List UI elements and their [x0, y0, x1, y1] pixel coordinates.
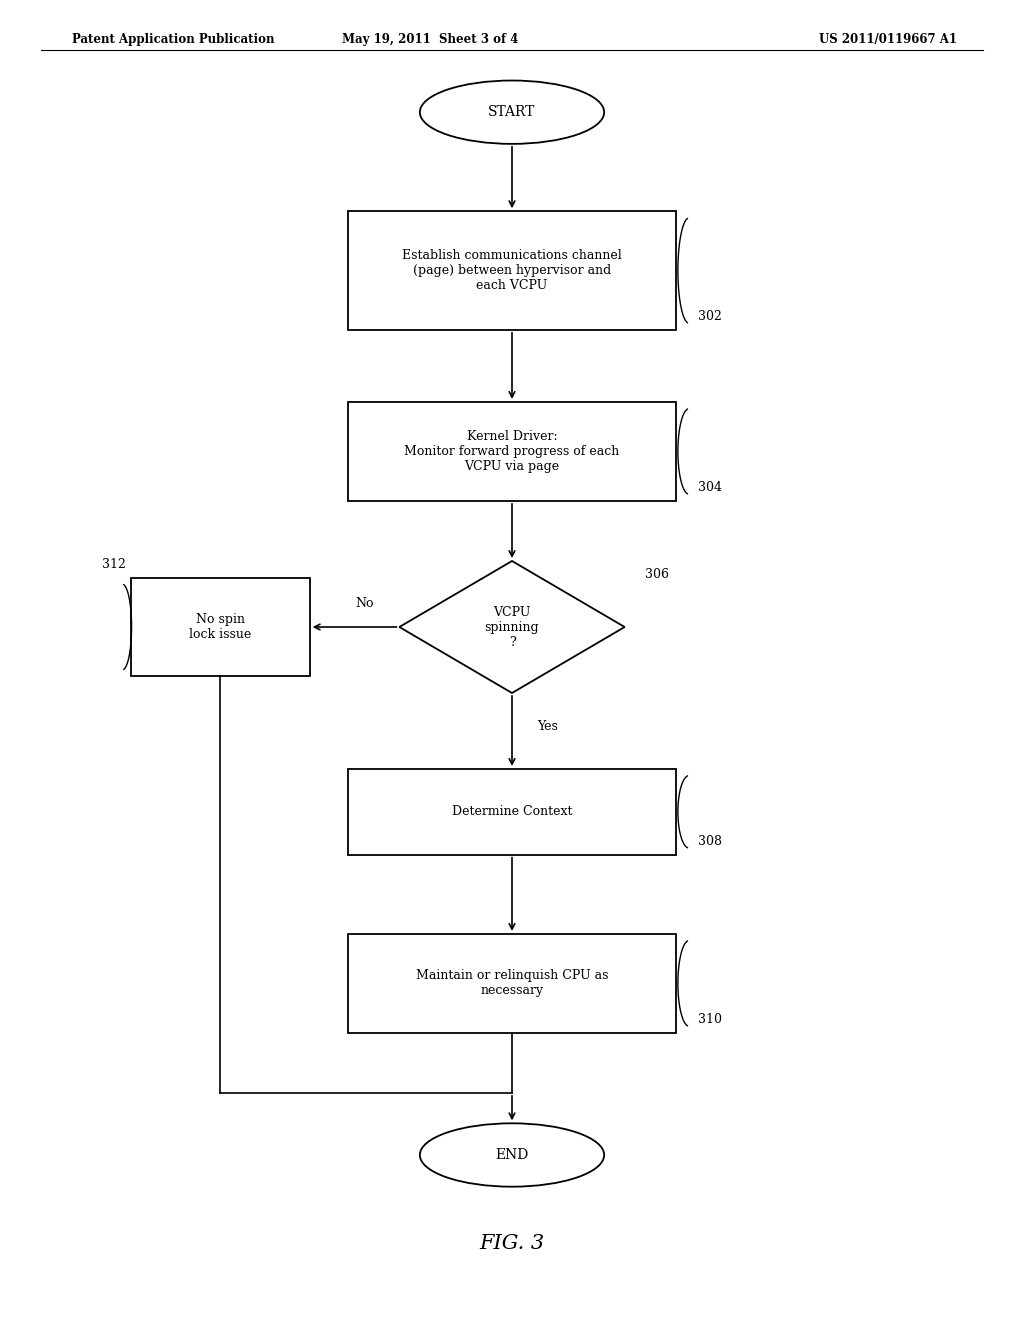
- Text: No: No: [355, 597, 374, 610]
- Text: Patent Application Publication: Patent Application Publication: [72, 33, 274, 46]
- Text: FIG. 3: FIG. 3: [479, 1234, 545, 1253]
- Bar: [348, 401, 676, 500]
- Text: START: START: [488, 106, 536, 119]
- Bar: [131, 578, 309, 676]
- Text: 310: 310: [698, 1014, 722, 1027]
- Text: US 2011/0119667 A1: US 2011/0119667 A1: [819, 33, 957, 46]
- Text: 304: 304: [698, 482, 722, 494]
- Text: 306: 306: [645, 568, 669, 581]
- Bar: [348, 768, 676, 855]
- Text: VCPU
spinning
?: VCPU spinning ?: [484, 606, 540, 648]
- Text: 308: 308: [698, 836, 722, 847]
- Text: 312: 312: [101, 558, 125, 570]
- Text: 302: 302: [698, 310, 722, 323]
- Text: No spin
lock issue: No spin lock issue: [189, 612, 251, 642]
- Text: Kernel Driver:
Monitor forward progress of each
VCPU via page: Kernel Driver: Monitor forward progress …: [404, 430, 620, 473]
- Text: Maintain or relinquish CPU as
necessary: Maintain or relinquish CPU as necessary: [416, 969, 608, 998]
- Bar: [348, 211, 676, 330]
- Text: Yes: Yes: [538, 719, 558, 733]
- Text: END: END: [496, 1148, 528, 1162]
- Text: May 19, 2011  Sheet 3 of 4: May 19, 2011 Sheet 3 of 4: [342, 33, 518, 46]
- Text: Determine Context: Determine Context: [452, 805, 572, 818]
- Text: Establish communications channel
(page) between hypervisor and
each VCPU: Establish communications channel (page) …: [402, 249, 622, 292]
- Bar: [348, 935, 676, 1032]
